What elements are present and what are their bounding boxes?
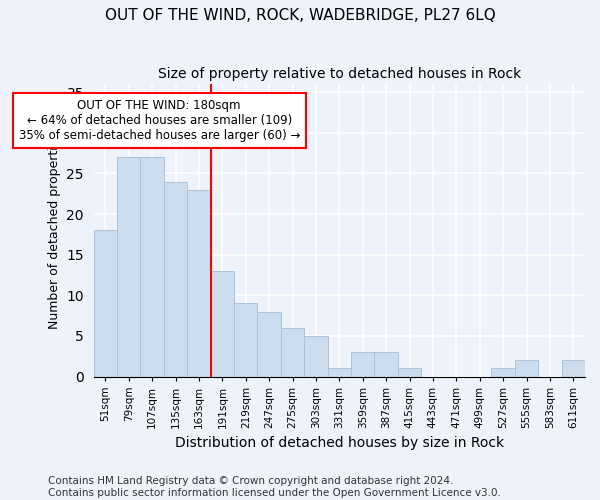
- Bar: [211, 271, 234, 376]
- Text: OUT OF THE WIND, ROCK, WADEBRIDGE, PL27 6LQ: OUT OF THE WIND, ROCK, WADEBRIDGE, PL27 …: [104, 8, 496, 22]
- Bar: [164, 182, 187, 376]
- Bar: [374, 352, 398, 376]
- Bar: [187, 190, 211, 376]
- Bar: [304, 336, 328, 376]
- Text: OUT OF THE WIND: 180sqm
← 64% of detached houses are smaller (109)
35% of semi-d: OUT OF THE WIND: 180sqm ← 64% of detache…: [19, 98, 300, 142]
- Bar: [562, 360, 585, 376]
- X-axis label: Distribution of detached houses by size in Rock: Distribution of detached houses by size …: [175, 436, 504, 450]
- Title: Size of property relative to detached houses in Rock: Size of property relative to detached ho…: [158, 68, 521, 82]
- Bar: [234, 304, 257, 376]
- Text: Contains HM Land Registry data © Crown copyright and database right 2024.
Contai: Contains HM Land Registry data © Crown c…: [48, 476, 501, 498]
- Bar: [515, 360, 538, 376]
- Bar: [491, 368, 515, 376]
- Bar: [117, 157, 140, 376]
- Bar: [94, 230, 117, 376]
- Bar: [257, 312, 281, 376]
- Bar: [328, 368, 351, 376]
- Bar: [351, 352, 374, 376]
- Bar: [398, 368, 421, 376]
- Y-axis label: Number of detached properties: Number of detached properties: [48, 132, 61, 329]
- Bar: [281, 328, 304, 376]
- Bar: [140, 157, 164, 376]
